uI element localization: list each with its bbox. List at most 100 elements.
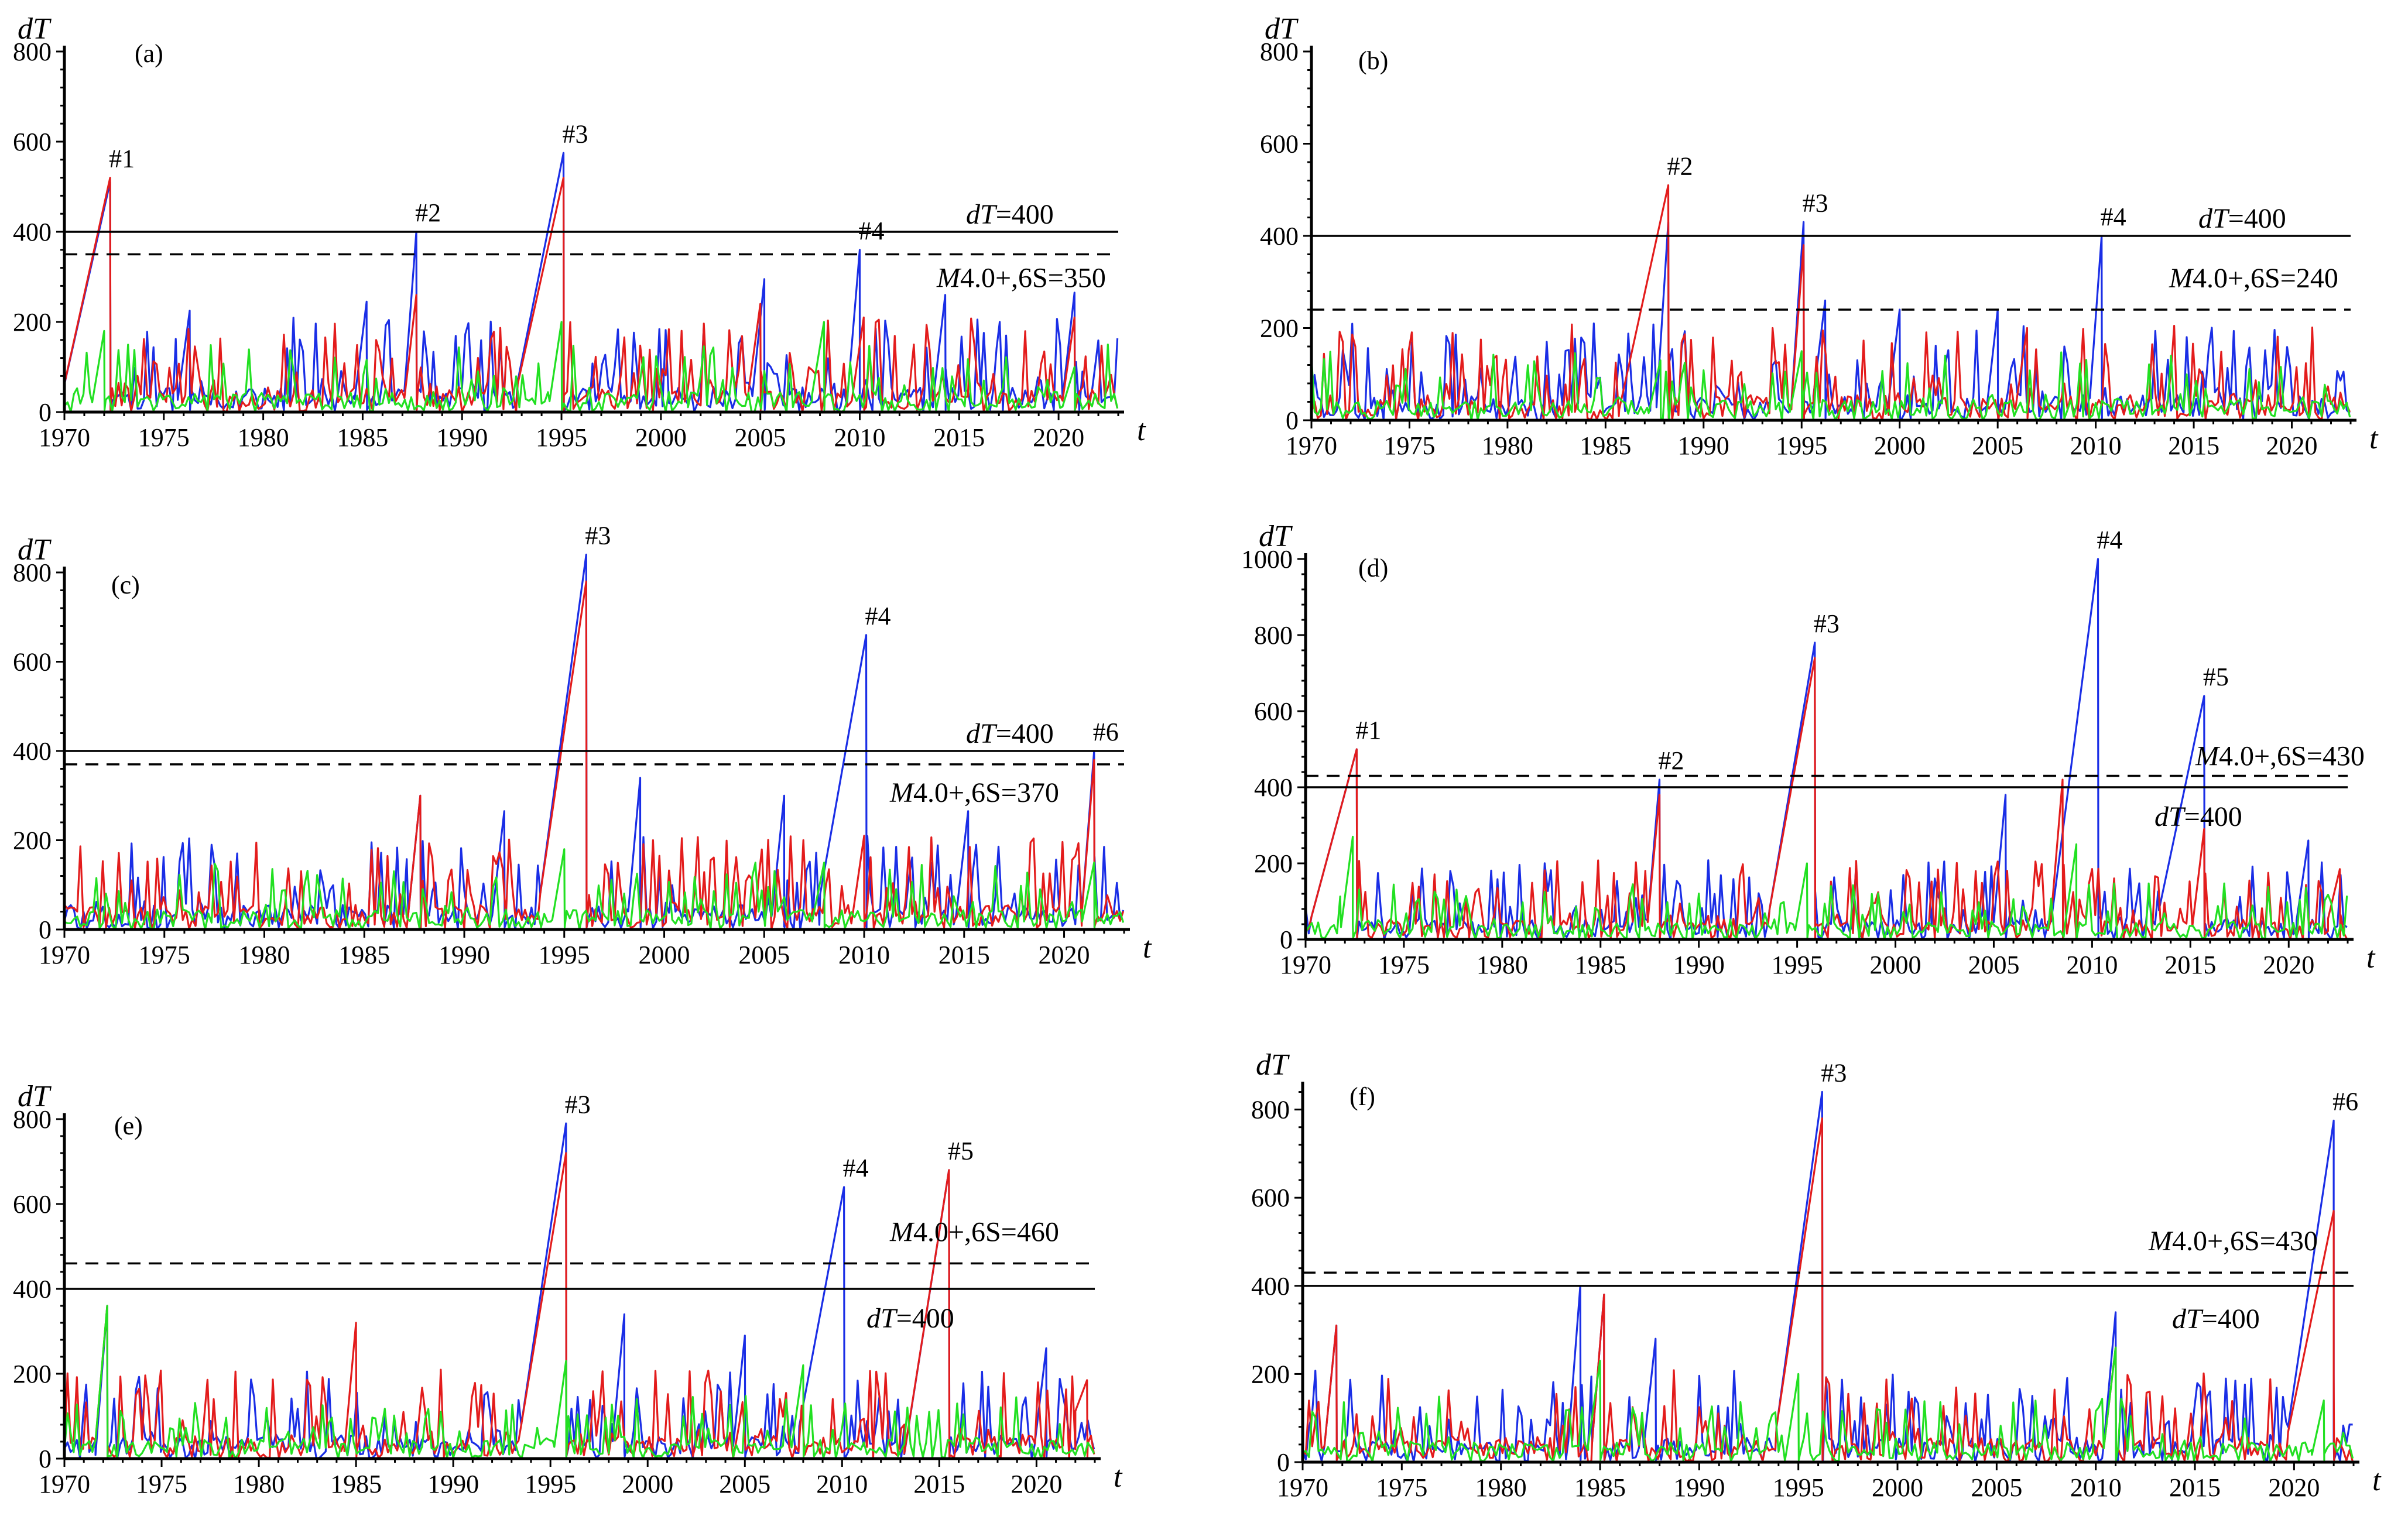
peak-annotation: #3 <box>1803 188 1828 217</box>
x-tick-label: 1995 <box>1773 1473 1824 1502</box>
y-tick-label: 0 <box>39 1445 52 1473</box>
y-tick-label: 0 <box>39 398 52 427</box>
x-tick-label: 1970 <box>39 1470 90 1498</box>
x-tick-label: 1975 <box>1383 431 1435 460</box>
x-tick-label: 1990 <box>436 423 488 452</box>
x-tick-label: 1975 <box>1378 951 1430 979</box>
y-tick-label: 400 <box>13 218 52 246</box>
x-tick-label: 1975 <box>139 941 190 969</box>
series-red-line <box>1301 1117 2354 1463</box>
series-blue-line <box>63 1122 1095 1460</box>
x-tick-label: 2010 <box>2070 1473 2122 1502</box>
x-tick-label: 2015 <box>2168 431 2219 460</box>
y-tick-label: 0 <box>1277 1448 1290 1477</box>
x-tick-label: 1990 <box>439 941 490 969</box>
y-tick-label: 600 <box>1260 130 1299 159</box>
x-axis-title: t <box>2369 422 2379 455</box>
peak-annotation: #6 <box>2332 1087 2358 1116</box>
x-tick-label: 1995 <box>1772 951 1823 979</box>
x-tick-label: 2020 <box>1039 941 1090 969</box>
peak-annotation: #3 <box>565 1090 591 1119</box>
x-axis-title: t <box>1143 931 1152 965</box>
peak-annotation: #3 <box>562 119 588 148</box>
y-tick-label: 600 <box>1251 1184 1290 1212</box>
x-tick-label: 2015 <box>913 1470 965 1498</box>
y-tick-label: 0 <box>1280 925 1293 954</box>
peak-annotation: #6 <box>1093 718 1119 746</box>
x-tick-label: 2000 <box>639 941 690 969</box>
panel-label: (a) <box>135 39 163 68</box>
x-tick-label: 2010 <box>2070 431 2122 460</box>
x-tick-label: 1970 <box>39 423 90 452</box>
x-tick-label: 1990 <box>1673 951 1725 979</box>
x-tick-label: 1985 <box>337 423 388 452</box>
x-axis-title: t <box>2372 1464 2382 1497</box>
x-tick-label: 1990 <box>1673 1473 1725 1502</box>
peak-annotation: #2 <box>415 198 441 227</box>
series-red-line <box>63 1152 1095 1460</box>
x-tick-label: 1980 <box>1482 431 1533 460</box>
x-tick-label: 2015 <box>933 423 985 452</box>
x-tick-label: 2020 <box>2266 431 2318 460</box>
peak-annotation: #3 <box>1814 609 1840 638</box>
x-tick-label: 1985 <box>330 1470 382 1498</box>
x-tick-label: 1970 <box>1277 1473 1328 1502</box>
peak-annotation: #3 <box>1821 1059 1847 1088</box>
x-axis-title: t <box>1114 1460 1123 1494</box>
y-tick-label: 200 <box>1254 849 1293 878</box>
peak-annotation: #4 <box>865 602 890 630</box>
x-tick-label: 2010 <box>834 423 885 452</box>
x-tick-label: 1980 <box>233 1470 285 1498</box>
x-tick-label: 2020 <box>1011 1470 1062 1498</box>
y-axis-title: dT <box>1256 1048 1290 1082</box>
x-tick-label: 1980 <box>239 941 290 969</box>
x-tick-label: 1990 <box>1678 431 1729 460</box>
x-tick-label: 2015 <box>938 941 990 969</box>
peak-annotation: #5 <box>948 1137 974 1165</box>
x-tick-label: 2000 <box>1874 431 1926 460</box>
panel-label: (f) <box>1349 1082 1375 1111</box>
x-tick-label: 2020 <box>1033 423 1084 452</box>
reference-label-400: dT=400 <box>866 1303 954 1334</box>
y-axis-title: dT <box>18 1080 52 1113</box>
x-tick-label: 2005 <box>1972 431 2023 460</box>
peak-annotation: #4 <box>858 217 884 245</box>
x-tick-label: 1975 <box>138 423 190 452</box>
reference-label-430: M4.0+,6S=430 <box>2195 741 2365 772</box>
x-tick-label: 1980 <box>1477 951 1528 979</box>
y-tick-label: 600 <box>13 1190 52 1219</box>
x-tick-label: 2000 <box>1870 951 1921 979</box>
x-tick-label: 1990 <box>427 1470 479 1498</box>
y-tick-label: 600 <box>13 648 52 677</box>
reference-label-400: dT=400 <box>2154 801 2242 832</box>
y-tick-label: 1000 <box>1241 545 1293 574</box>
y-axis-title: dT <box>18 12 52 46</box>
x-tick-label: 2005 <box>1968 951 2019 979</box>
x-tick-label: 1985 <box>1574 1473 1626 1502</box>
series-red-line <box>1310 184 2351 421</box>
x-tick-label: 1985 <box>1580 431 1631 460</box>
peak-annotation: #4 <box>843 1154 869 1182</box>
peak-annotation: #4 <box>2097 526 2122 554</box>
peak-annotation: #2 <box>1667 152 1693 180</box>
x-tick-label: 2000 <box>1872 1473 1923 1502</box>
y-tick-label: 200 <box>1251 1360 1290 1388</box>
panel-label: (b) <box>1358 46 1388 75</box>
x-tick-label: 2005 <box>735 423 786 452</box>
y-tick-label: 0 <box>1286 406 1299 435</box>
series-green-line <box>64 848 1125 931</box>
reference-label-430: M4.0+,6S=430 <box>2148 1226 2318 1257</box>
x-axis-title: t <box>2366 941 2376 975</box>
x-tick-label: 2000 <box>635 423 687 452</box>
reference-label-350: M4.0+,6S=350 <box>936 263 1106 294</box>
peak-annotation: #3 <box>585 522 611 550</box>
y-tick-label: 400 <box>1251 1272 1290 1301</box>
y-tick-label: 200 <box>1260 314 1299 343</box>
series-green-line <box>1304 835 2348 941</box>
y-tick-label: 800 <box>13 37 52 66</box>
peak-annotation: #2 <box>1659 746 1684 775</box>
